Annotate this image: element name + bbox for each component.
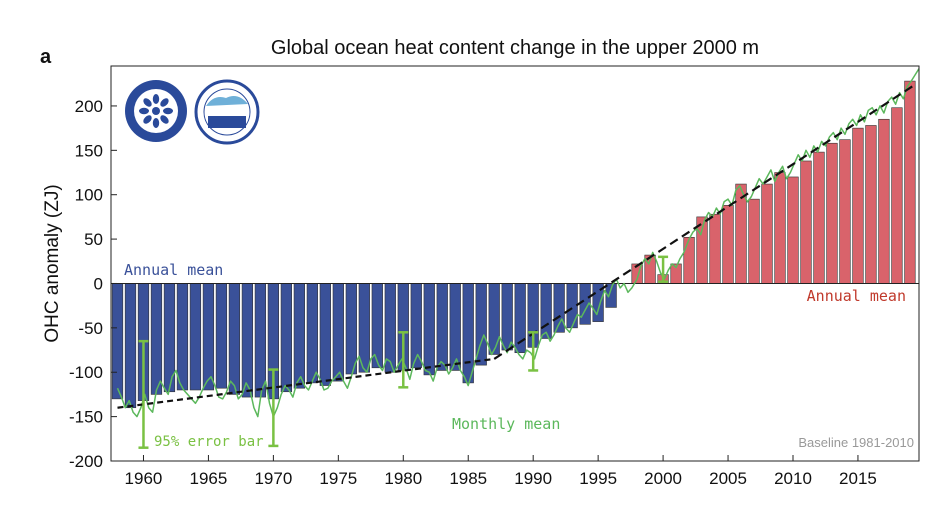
bar-2018	[891, 107, 903, 284]
y-tick-label: -50	[78, 319, 103, 338]
bar-1971	[280, 283, 292, 393]
bar-1976	[345, 283, 357, 375]
annotation-baseline: Baseline 1981-2010	[798, 435, 914, 450]
y-tick-label: 100	[75, 186, 103, 205]
bar-2002	[683, 237, 695, 284]
bar-1969	[254, 283, 267, 398]
bar-1958	[111, 283, 124, 400]
trend-line-1	[117, 357, 495, 409]
bar-1981	[410, 283, 422, 369]
bar-1983	[436, 283, 448, 371]
cas-logo-petal	[163, 107, 173, 115]
bar-1975	[332, 283, 344, 382]
bar-1982	[423, 283, 435, 376]
iap-logo-cloud	[206, 96, 248, 106]
bar-2011	[800, 160, 812, 284]
bar-2014	[839, 139, 851, 284]
bar-1968	[241, 283, 254, 398]
x-axis: 1960 1965 1970 1975 1980 1985 1990 1995 2000 2005…	[125, 455, 877, 488]
error-bar-2000	[658, 255, 669, 283]
bar-1964	[189, 283, 202, 391]
cas-logo-petal	[139, 107, 149, 115]
bar-1966	[215, 283, 228, 389]
cas-logo-petal	[152, 118, 160, 128]
y-tick-label: 50	[84, 230, 103, 249]
bar-2012	[813, 151, 825, 284]
annotation-annual-mean-right: Annual mean	[807, 287, 906, 305]
cas-logo	[125, 80, 187, 142]
y-tick-label: -100	[69, 363, 103, 382]
cas-logo-petal	[160, 115, 169, 124]
x-tick-label: 1990	[514, 469, 552, 488]
iap-logo-mark	[208, 116, 246, 128]
bar-1988	[501, 283, 513, 351]
cas-logo-petal	[143, 98, 152, 107]
bar-2016	[865, 125, 877, 284]
x-tick-label: 2010	[774, 469, 812, 488]
error-bar-1990	[528, 331, 539, 372]
y-tick-label: 200	[75, 97, 103, 116]
bar-1965	[202, 283, 215, 391]
panel-label: a	[40, 46, 52, 68]
bar-1984	[449, 283, 461, 371]
error-bar-1980	[398, 331, 409, 389]
bar-2015	[852, 127, 864, 284]
x-tick-label: 1960	[125, 469, 163, 488]
x-tick-label: 2015	[839, 469, 877, 488]
bar-2007	[748, 198, 760, 284]
x-tick-label: 2000	[644, 469, 682, 488]
error-bar-1970	[268, 368, 279, 448]
chart-title: Global ocean heat content change in the …	[271, 37, 759, 59]
bar-2009	[774, 172, 786, 284]
bar-1961	[150, 283, 163, 395]
bar-2005	[722, 205, 734, 284]
iap-logo-ring	[203, 88, 251, 136]
x-tick-label: 1995	[579, 469, 617, 488]
x-tick-label: 1965	[190, 469, 228, 488]
bar-1985	[462, 283, 474, 384]
bar-1987	[488, 283, 500, 355]
iap-logo	[194, 79, 260, 145]
x-tick-label: 1970	[254, 469, 292, 488]
plot-frame	[110, 65, 920, 462]
annotation-error-bar: 95% error bar	[154, 434, 264, 450]
bar-1991	[540, 283, 552, 339]
x-tick-label: 2005	[709, 469, 747, 488]
bar-1972	[293, 283, 305, 389]
bar-1973	[306, 283, 318, 384]
y-axis: -200 -150 -100 -50 0 50 100 150 200	[69, 97, 117, 471]
y-tick-label: 150	[75, 141, 103, 160]
bar-1974	[319, 283, 331, 386]
bar-1993	[566, 283, 578, 329]
bar-2004	[709, 213, 721, 284]
cas-logo-petal	[152, 94, 160, 104]
y-axis-label: OHC anomaly (ZJ)	[42, 184, 63, 342]
bar-1959	[124, 283, 137, 409]
bar-2017	[878, 118, 890, 284]
cas-logo-petal	[143, 115, 152, 124]
bar-2019	[904, 80, 916, 284]
annotation-monthly-mean: Monthly mean	[452, 415, 560, 433]
x-tick-label: 1985	[449, 469, 487, 488]
bar-2008	[761, 183, 773, 284]
y-tick-label: -200	[69, 452, 103, 471]
y-tick-label: -150	[69, 408, 103, 427]
cas-logo-petal	[160, 98, 169, 107]
bar-2013	[826, 142, 838, 284]
y-tick-label: 0	[94, 274, 103, 293]
bar-1967	[228, 283, 241, 395]
error-bar-1960	[138, 339, 149, 449]
bar-1963	[176, 283, 189, 391]
annotation-annual-mean-left: Annual mean	[124, 261, 223, 279]
x-tick-label: 1980	[384, 469, 422, 488]
x-tick-label: 1975	[319, 469, 357, 488]
monthly-mean-line	[116, 68, 920, 418]
bars	[111, 80, 916, 409]
cas-logo-center	[152, 107, 160, 115]
bar-2010	[787, 176, 799, 284]
